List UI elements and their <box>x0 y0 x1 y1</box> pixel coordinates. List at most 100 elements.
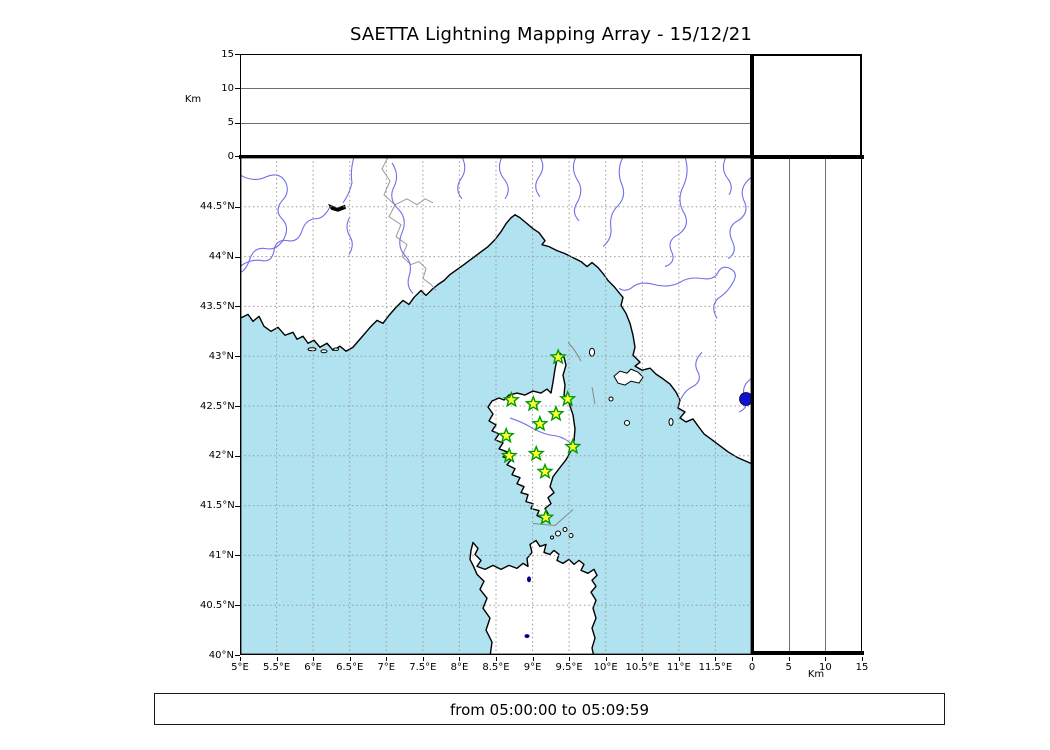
axis-tick <box>788 656 790 661</box>
latitude-tick-label: 42°N <box>208 450 234 462</box>
altitude-right-tick-label: 15 <box>855 662 869 673</box>
axis-tick <box>825 656 827 661</box>
axis-tick <box>313 656 315 661</box>
island-maddalena <box>555 530 561 537</box>
island-levant <box>333 347 339 351</box>
axis-tick <box>496 656 497 661</box>
latitude-tick-label: 40°N <box>208 649 234 661</box>
altitude-top-tick-label: 0 <box>227 150 234 162</box>
station-marker <box>500 446 518 464</box>
latitude-tick-label: 41.5°N <box>200 500 235 512</box>
axis-tick <box>235 605 240 607</box>
small-islands <box>307 347 674 540</box>
station-marker <box>527 444 545 462</box>
axis-tick <box>678 656 680 661</box>
axis-tick <box>235 88 240 90</box>
island-montecristo <box>624 419 630 426</box>
latitude-tick-label: 44.5°N <box>200 201 235 213</box>
station-marker <box>524 394 542 412</box>
figure-title: SAETTA Lightning Mapping Array - 15/12/2… <box>349 24 753 45</box>
altitude-top-tick-label: 10 <box>221 82 234 94</box>
station-marker <box>502 390 521 408</box>
coastline-sardinia <box>469 539 598 658</box>
altitude-gridline-10km-right <box>825 158 827 652</box>
latitude-tick-label: 40.5°N <box>200 599 235 611</box>
axis-tick <box>642 656 644 661</box>
altitude-top-tick-label: 15 <box>221 48 234 60</box>
longitude-tick-label: 6°E <box>304 662 322 673</box>
axis-tick <box>422 656 424 661</box>
axis-tick <box>459 656 461 661</box>
time-window-box: from 05:00:00 to 05:09:59 <box>154 693 945 725</box>
map-canvas <box>237 154 755 658</box>
axis-tick <box>235 406 240 407</box>
latitude-tick-label: 41°N <box>208 549 234 561</box>
country-border-spur <box>394 198 434 206</box>
altitude-unit-label-bottom: Km <box>807 669 825 680</box>
axis-tick <box>532 656 534 661</box>
station-marker <box>531 414 549 432</box>
axis-tick <box>235 555 240 557</box>
axis-tick <box>235 156 240 157</box>
station-marker <box>549 348 567 365</box>
axis-tick <box>605 656 607 661</box>
longitude-tick-label: 7.5°E <box>409 662 437 673</box>
station-marker <box>497 426 515 444</box>
axis-tick <box>386 656 388 661</box>
time-window-text: from 05:00:00 to 05:09:59 <box>449 701 649 719</box>
map-frame <box>239 156 753 656</box>
corsica-river <box>509 417 574 447</box>
axis-tick <box>235 455 240 457</box>
right-panel-baseline <box>752 651 864 655</box>
axis-tick <box>235 206 240 208</box>
station-marker <box>537 508 555 525</box>
latitude-tick-label: 43°N <box>208 350 234 362</box>
altitude-gridline-5km-right <box>788 158 790 652</box>
latitude-tick-label: 42.5°N <box>200 400 235 412</box>
station-marker <box>536 462 554 480</box>
latitude-tick-label: 43.5°N <box>200 300 235 312</box>
altitude-top-tick-label: 5 <box>227 117 234 129</box>
longitude-tick-label: 8.5°E <box>482 662 510 673</box>
island-small <box>568 532 574 538</box>
altitude-top-panel <box>240 54 752 157</box>
longitude-tick-label: 10°E <box>593 662 618 673</box>
axis-tick <box>235 54 240 55</box>
altitude-right-panel <box>752 157 862 655</box>
longitude-tick-label: 9.5°E <box>555 662 583 673</box>
axis-tick <box>235 655 240 656</box>
lake-sardinia-1 <box>527 576 531 583</box>
axis-tick <box>240 656 241 661</box>
longitude-tick-label: 9°E <box>523 662 542 673</box>
boundary-segments <box>532 341 596 527</box>
axis-tick <box>862 656 863 661</box>
longitude-tick-label: 10.5°E <box>625 662 660 673</box>
station-markers <box>497 348 582 525</box>
lake-bolsena <box>739 392 753 406</box>
longitude-tick-label: 5°E <box>231 662 249 673</box>
island-caprera <box>562 527 568 532</box>
axis-tick <box>235 256 240 258</box>
axis-tick <box>235 505 240 507</box>
altitude-gridline-10km <box>241 88 751 90</box>
longitude-tick-label: 8°E <box>450 662 469 673</box>
station-marker <box>558 389 577 407</box>
axis-tick <box>276 656 278 661</box>
axis-tick <box>235 122 240 124</box>
altitude-right-tick-label: 0 <box>748 662 756 673</box>
map-plot <box>237 154 755 658</box>
axis-tick <box>752 656 753 661</box>
island-elba <box>613 368 644 386</box>
island-pianosa <box>608 396 614 402</box>
station-marker <box>564 437 582 455</box>
lake-sardinia-2 <box>524 634 530 639</box>
island-giglio <box>668 417 674 426</box>
axis-tick <box>235 306 240 308</box>
axis-tick <box>569 656 571 661</box>
island-port-cros <box>320 349 328 354</box>
corner-box <box>752 54 862 157</box>
longitude-tick-label: 5.5°E <box>262 662 291 673</box>
lake-serre-poncon <box>328 203 346 212</box>
latitude-tick-label: 44°N <box>208 251 234 263</box>
